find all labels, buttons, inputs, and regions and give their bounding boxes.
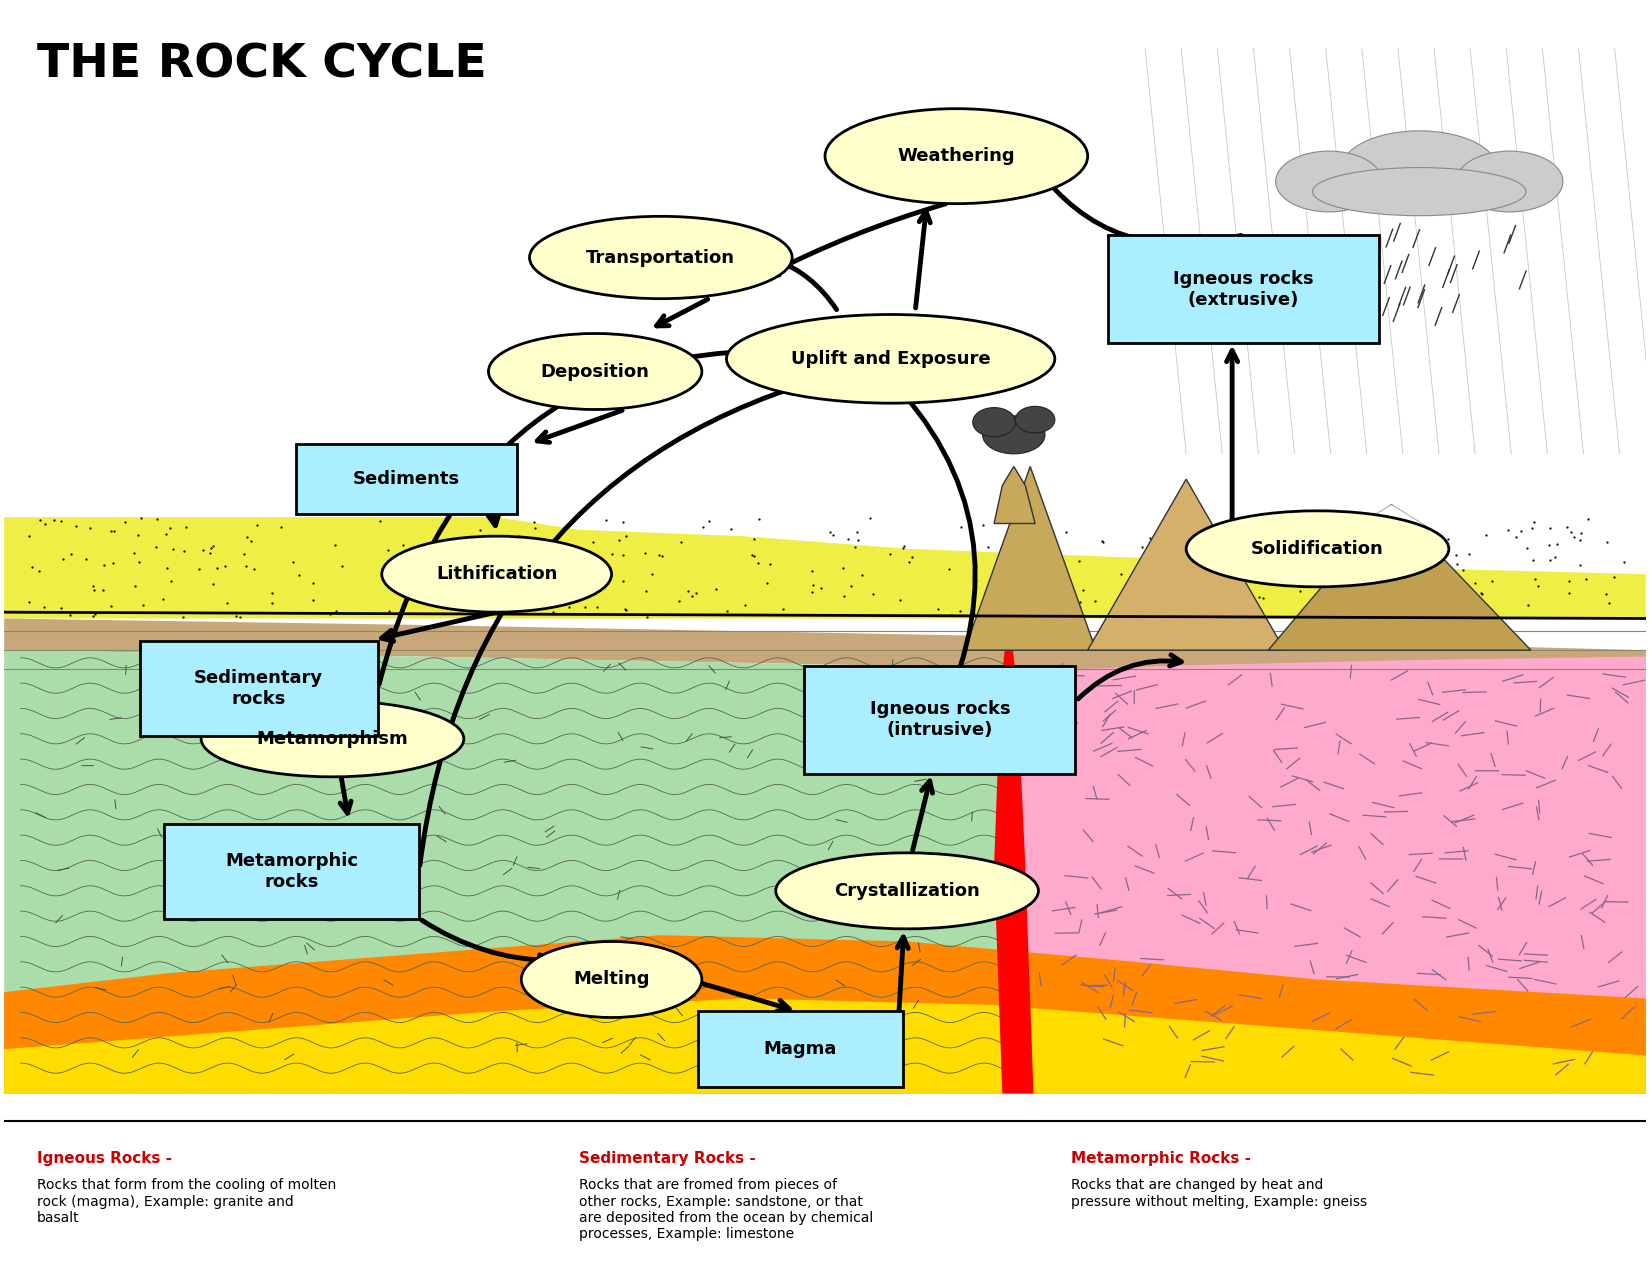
Text: Rocks that are changed by heat and
pressure without melting, Example: gneiss: Rocks that are changed by heat and press… bbox=[1071, 1178, 1368, 1209]
Polygon shape bbox=[5, 650, 1021, 1094]
Ellipse shape bbox=[521, 941, 701, 1017]
Polygon shape bbox=[993, 467, 1035, 524]
Ellipse shape bbox=[1341, 131, 1497, 207]
Polygon shape bbox=[5, 998, 1645, 1094]
Ellipse shape bbox=[1015, 407, 1054, 434]
Polygon shape bbox=[5, 618, 1645, 682]
Text: Weathering: Weathering bbox=[898, 147, 1015, 166]
Text: THE ROCK CYCLE: THE ROCK CYCLE bbox=[36, 42, 487, 87]
Ellipse shape bbox=[1313, 167, 1526, 215]
Text: Deposition: Deposition bbox=[541, 362, 650, 380]
Text: Metamorphism: Metamorphism bbox=[257, 729, 409, 748]
Ellipse shape bbox=[1275, 152, 1383, 212]
Text: Metamorphic Rocks -: Metamorphic Rocks - bbox=[1071, 1150, 1251, 1165]
Polygon shape bbox=[993, 612, 1033, 1094]
Text: Solidification: Solidification bbox=[1251, 539, 1384, 558]
Polygon shape bbox=[1269, 505, 1531, 650]
Text: Melting: Melting bbox=[573, 970, 650, 988]
FancyBboxPatch shape bbox=[295, 444, 516, 514]
Ellipse shape bbox=[974, 408, 1015, 437]
Text: Lithification: Lithification bbox=[436, 565, 558, 583]
Polygon shape bbox=[1021, 657, 1645, 1094]
Ellipse shape bbox=[488, 334, 701, 409]
Text: Sedimentary
rocks: Sedimentary rocks bbox=[195, 669, 323, 708]
FancyBboxPatch shape bbox=[1109, 236, 1379, 343]
Polygon shape bbox=[1087, 479, 1285, 650]
FancyBboxPatch shape bbox=[698, 1011, 903, 1088]
Text: Uplift and Exposure: Uplift and Exposure bbox=[790, 349, 990, 367]
Text: Crystallization: Crystallization bbox=[835, 882, 980, 900]
Text: Sedimentary Rocks -: Sedimentary Rocks - bbox=[579, 1150, 756, 1165]
Polygon shape bbox=[1350, 505, 1432, 530]
Ellipse shape bbox=[983, 416, 1044, 454]
Text: Metamorphic
rocks: Metamorphic rocks bbox=[224, 853, 358, 891]
Ellipse shape bbox=[1186, 511, 1449, 586]
Text: Sediments: Sediments bbox=[353, 470, 460, 488]
Polygon shape bbox=[5, 935, 1645, 1094]
Polygon shape bbox=[5, 4, 1645, 1094]
Ellipse shape bbox=[201, 701, 464, 776]
Text: Igneous rocks
(extrusive): Igneous rocks (extrusive) bbox=[1173, 270, 1313, 309]
Ellipse shape bbox=[381, 537, 612, 612]
Text: Igneous rocks
(intrusive): Igneous rocks (intrusive) bbox=[870, 700, 1010, 739]
Polygon shape bbox=[5, 518, 1645, 618]
Polygon shape bbox=[965, 467, 1096, 650]
Text: Magma: Magma bbox=[764, 1040, 837, 1058]
FancyBboxPatch shape bbox=[165, 825, 419, 919]
Ellipse shape bbox=[1457, 152, 1563, 212]
Text: Igneous Rocks -: Igneous Rocks - bbox=[36, 1150, 172, 1165]
FancyBboxPatch shape bbox=[140, 640, 378, 736]
Ellipse shape bbox=[530, 217, 792, 298]
Ellipse shape bbox=[726, 315, 1054, 403]
Text: Transportation: Transportation bbox=[586, 249, 736, 266]
Text: Rocks that form from the cooling of molten
rock (magma), Example: granite and
ba: Rocks that form from the cooling of molt… bbox=[36, 1178, 337, 1225]
Ellipse shape bbox=[825, 108, 1087, 204]
Text: Rocks that are fromed from pieces of
other rocks, Example: sandstone, or that
ar: Rocks that are fromed from pieces of oth… bbox=[579, 1178, 873, 1241]
FancyBboxPatch shape bbox=[805, 666, 1076, 774]
Ellipse shape bbox=[776, 853, 1038, 928]
